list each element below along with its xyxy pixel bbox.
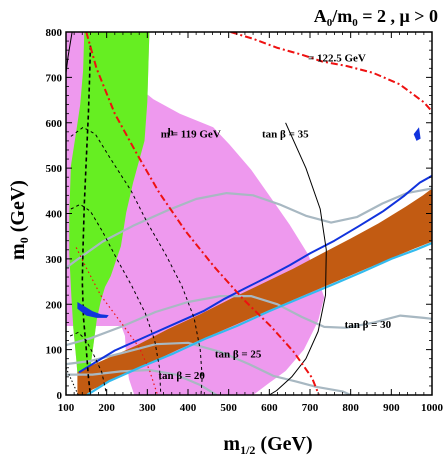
annotation-higgs-1225: = 122.5 GeV (308, 52, 366, 64)
y-tick-label: 100 (46, 345, 63, 357)
x-tick-label: 800 (342, 402, 359, 414)
annotation-tanb35: tan β = 35 (262, 129, 309, 141)
line-dash3 (70, 203, 162, 395)
line-dash1 (81, 45, 92, 395)
line-red-122 (230, 32, 432, 113)
chart-title: A0/m0 = 2 , μ > 0 (314, 6, 438, 29)
x-tick-label: 200 (98, 402, 115, 414)
line-tanb25 (66, 341, 352, 395)
chart-annotations: = 122.5 GeV mh = 119 GeV tan β = 35 tan β =… (158, 52, 391, 382)
x-tick-label: 400 (180, 402, 197, 414)
annotation-tanb30: tan β = 30 (345, 319, 392, 331)
annotation-higgs-119-val: = 119 GeV (172, 128, 221, 140)
axis-ticks: 100 200 300 400 500 600 700 800 900 1000010020030… (46, 27, 444, 414)
x-tick-label: 900 (383, 402, 400, 414)
line-blue-upper (78, 174, 432, 374)
line-tanb35 (66, 187, 432, 269)
region-green (69, 32, 150, 395)
x-tick-label: 600 (261, 402, 278, 414)
line-red-119 (85, 32, 320, 395)
y-tick-label: 700 (46, 72, 63, 84)
x-tick-label: 100 (58, 402, 75, 414)
annotation-tanb25: tan β = 25 (215, 348, 262, 360)
line-red-dots (75, 247, 159, 395)
x-tick-label: 500 (220, 402, 237, 414)
y-axis-label: m0 (GeV) (7, 180, 31, 260)
line-black-right (269, 122, 327, 395)
annotation-tanb20: tan β = 20 (158, 370, 205, 382)
line-cyan-lower (86, 241, 432, 395)
y-tick-label: 0 (57, 390, 63, 402)
line-cut-line (66, 367, 79, 395)
x-tick-label: 700 (302, 402, 319, 414)
annotation-higgs-119-sub: h (168, 126, 174, 138)
y-tick-label: 400 (46, 209, 63, 221)
line-tanb30 (66, 295, 432, 347)
region-blue-spot (413, 127, 421, 141)
x-tick-label: 300 (139, 402, 156, 414)
y-tick-label: 500 (46, 163, 63, 175)
line-dash4 (69, 331, 108, 395)
chart-lines (66, 32, 432, 395)
region-blue-blob (77, 302, 109, 318)
chart-regions (66, 32, 432, 395)
x-tick-label: 1000 (421, 402, 444, 414)
line-dash2 (70, 126, 203, 395)
y-tick-label: 600 (46, 118, 63, 130)
y-tick-label: 800 (46, 27, 63, 39)
y-tick-label: 200 (46, 299, 63, 311)
line-tanb20 (66, 368, 218, 395)
annotation-higgs-119-m: m (161, 128, 170, 140)
x-axis-label: m1/2 (GeV) (223, 433, 312, 457)
y-tick-label: 300 (46, 254, 63, 266)
